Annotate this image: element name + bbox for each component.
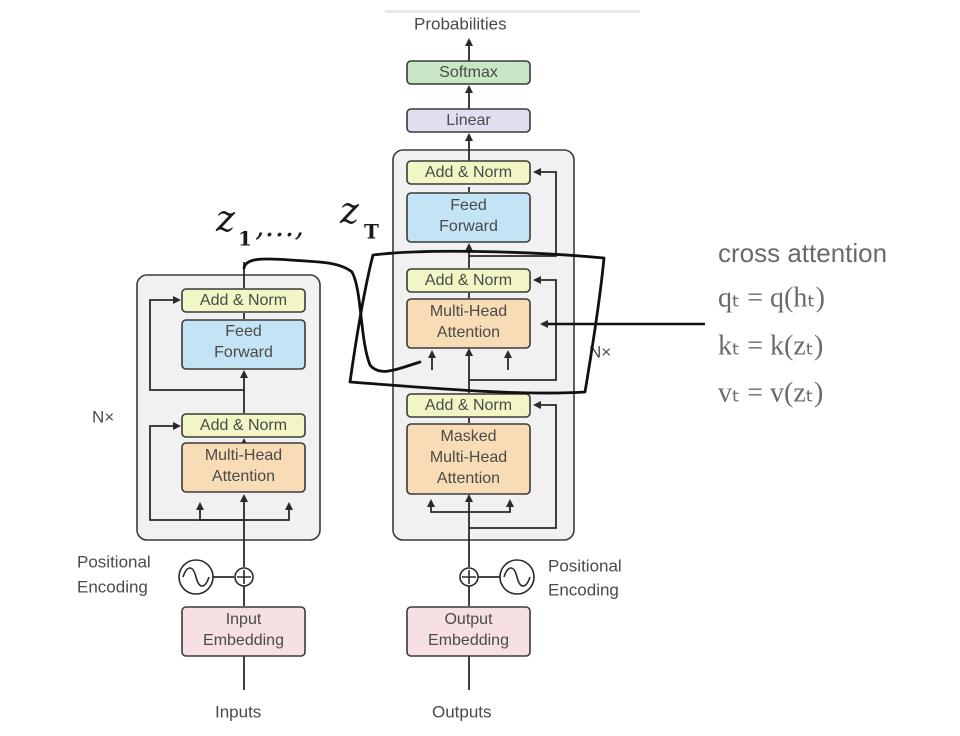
enc-positional-label-2: Encoding — [77, 577, 148, 596]
decoder: Softmax Linear Add & Norm Feed Forward A… — [392, 14, 622, 721]
encoder-stack — [136, 274, 321, 541]
dec-masked-label-2: Multi-Head — [430, 449, 507, 466]
enc-mha-v — [244, 502, 293, 521]
handwritten-dots: ,…, — [255, 209, 304, 244]
dec-masked-k — [427, 499, 469, 513]
dec-add-norm-3 — [406, 160, 531, 185]
dec-linear-label: Linear — [446, 112, 491, 129]
dec-add-icon-plus — [462, 570, 476, 584]
enc-positional-label-1: Positional — [77, 552, 151, 571]
dec-mha-label-1: Multi-Head — [430, 303, 507, 320]
dec-masked-label-1: Masked — [440, 428, 496, 445]
handwritten-zT: z — [339, 191, 360, 232]
dec-embed-label-1: Output — [444, 611, 493, 628]
enc-embed-label-2: Embedding — [203, 632, 284, 649]
eq-value: vₜ = v(zₜ) — [718, 377, 823, 408]
eq-key: kₜ = k(zₜ) — [718, 330, 823, 361]
dec-add-norm-1-label: Add & Norm — [425, 397, 512, 414]
hand-drawn-highlight-box — [348, 249, 606, 395]
dec-multi-head-attention — [406, 298, 531, 349]
dec-feed-forward — [406, 192, 531, 243]
dec-residual-3 — [469, 168, 557, 257]
dec-softmax-label: Softmax — [439, 64, 498, 81]
cross-attention-annotation: cross attention qₜ = q(hₜ) kₜ = k(zₜ) vₜ… — [540, 238, 887, 408]
dec-positional-label-1: Positional — [548, 556, 622, 575]
dec-residual-2 — [469, 276, 557, 381]
dec-residual-1 — [469, 401, 557, 529]
dec-ff-label-2: Forward — [439, 218, 498, 235]
dec-add-norm-3-label: Add & Norm — [425, 164, 512, 181]
enc-multi-head-attention — [181, 442, 306, 493]
enc-ff-label-1: Feed — [225, 323, 261, 340]
dec-embed-label-2: Embedding — [428, 632, 509, 649]
enc-mha-label-2: Attention — [212, 468, 275, 485]
dec-ff-label-1: Feed — [450, 197, 486, 214]
handwritten-sub1: 1 — [238, 227, 252, 251]
enc-mha-label-1: Multi-Head — [205, 447, 282, 464]
enc-add-norm-2 — [181, 288, 306, 313]
dec-masked-multi-head-attention — [406, 423, 531, 495]
dec-output-embedding — [406, 606, 531, 657]
enc-add-icon-plus — [237, 570, 251, 584]
handwritten-subT: T — [364, 220, 379, 244]
dec-outputs-label: Outputs — [432, 702, 492, 721]
enc-inputs-label: Inputs — [215, 702, 261, 721]
dec-masked-v — [469, 499, 514, 513]
encoder: Add & Norm Feed Forward Add & Norm Multi… — [77, 262, 321, 721]
dec-softmax — [406, 60, 531, 85]
enc-residual-1 — [149, 422, 244, 521]
enc-add-norm-2-label: Add & Norm — [200, 292, 287, 309]
dec-add-norm-2-label: Add & Norm — [425, 272, 512, 289]
dec-add-norm-1 — [406, 393, 531, 418]
enc-input-embedding — [181, 606, 306, 657]
cross-attention-title: cross attention — [718, 238, 887, 268]
enc-residual-2 — [149, 296, 244, 391]
dec-mha-label-2: Attention — [437, 324, 500, 341]
eq-query: qₜ = q(hₜ) — [718, 282, 825, 313]
dec-add-norm-2 — [406, 268, 531, 293]
hand-drawn-encoder-to-decoder-line — [242, 257, 422, 373]
enc-embed-label-1: Input — [226, 611, 262, 628]
enc-feed-forward — [181, 319, 306, 370]
dec-linear — [406, 108, 531, 133]
top-strip — [385, 10, 640, 13]
dec-nx-label: N× — [589, 342, 611, 361]
dec-masked-label-3: Attention — [437, 470, 500, 487]
enc-ff-label-2: Forward — [214, 344, 273, 361]
enc-nx-label: N× — [92, 407, 114, 426]
enc-add-norm-1 — [181, 413, 306, 438]
enc-mha-k — [196, 502, 244, 521]
dec-sine-wave-icon — [503, 567, 531, 587]
handwritten-annotations: z 1 ,…, z T — [215, 191, 606, 395]
enc-add-norm-1-label: Add & Norm — [200, 417, 287, 434]
handwritten-z1: z — [215, 199, 236, 240]
dec-positional-label-2: Encoding — [548, 580, 619, 599]
dec-probabilities-label: Probabilities — [414, 14, 507, 33]
enc-sine-wave-icon — [182, 567, 210, 587]
